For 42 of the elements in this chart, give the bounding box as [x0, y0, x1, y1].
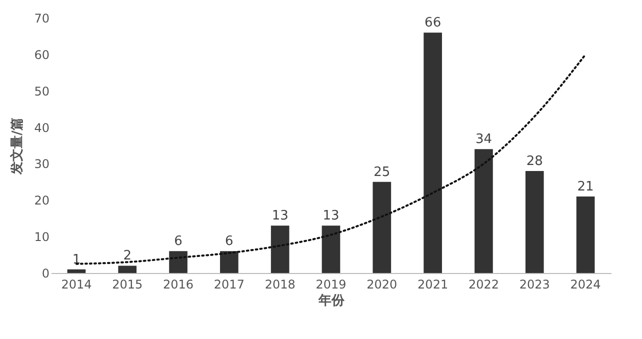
data-label: 28: [526, 154, 543, 169]
bar: [525, 171, 544, 273]
bar: [220, 251, 238, 273]
bar: [169, 251, 188, 273]
data-label: 6: [225, 234, 234, 250]
data-label: 34: [475, 132, 492, 148]
data-label: 13: [322, 208, 340, 224]
x-tick-label: 2017: [214, 278, 244, 292]
x-tick-label: 2014: [61, 278, 92, 292]
bar: [322, 226, 340, 273]
y-axis-title: 发文量/篇: [9, 118, 26, 176]
data-label: 6: [174, 234, 182, 250]
y-tick-label: 70: [34, 12, 50, 26]
bar: [270, 226, 290, 273]
x-axis-title: 年份: [318, 294, 346, 308]
bar: [372, 182, 392, 273]
x-tick-label: 2024: [570, 278, 601, 292]
bar: [118, 266, 137, 273]
y-tick-label: 0: [42, 266, 50, 280]
x-tick-label: 2021: [418, 278, 448, 292]
data-label: 66: [424, 16, 442, 31]
bar: [576, 196, 595, 273]
y-tick-label: 30: [34, 157, 50, 172]
bar: [424, 32, 442, 273]
data-label: 13: [272, 208, 288, 224]
y-tick-label: 20: [34, 194, 50, 208]
data-label: 25: [374, 164, 390, 180]
x-tick-label: 2020: [366, 278, 398, 292]
x-tick-label: 2018: [264, 278, 296, 292]
y-tick-label: 60: [34, 48, 50, 62]
x-tick-label: 2015: [112, 278, 143, 292]
x-tick-label: 2016: [163, 278, 194, 292]
bar: [474, 149, 493, 273]
data-label: 2: [123, 248, 132, 264]
bar: [67, 269, 86, 273]
y-tick-label: 50: [34, 84, 50, 98]
y-tick-label: 40: [34, 120, 50, 135]
y-tick-label: 10: [34, 230, 50, 244]
data-label: 21: [577, 180, 594, 194]
x-tick-label: 2023: [519, 278, 550, 292]
x-tick-label: 2019: [316, 278, 346, 292]
x-tick-label: 2022: [468, 278, 499, 292]
